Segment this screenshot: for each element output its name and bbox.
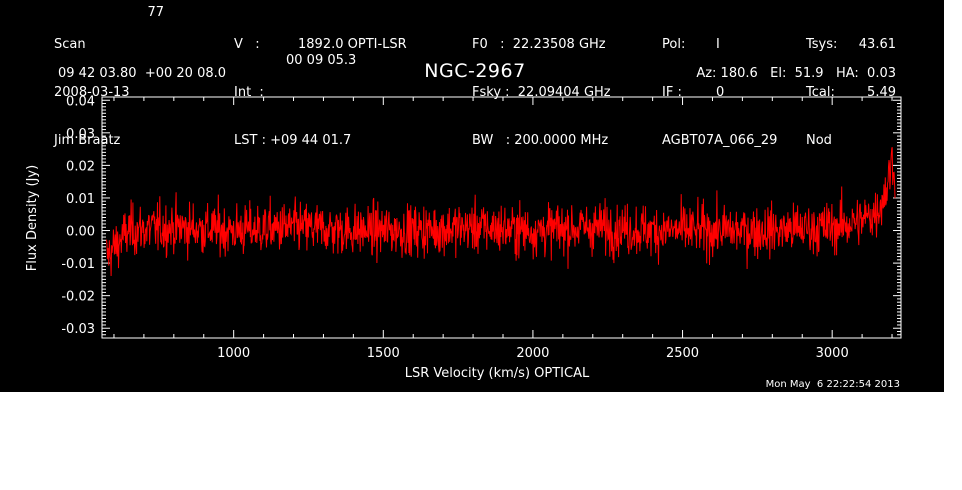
header-col1: Scan 2008-03-13 Jim Braatz	[54, 5, 130, 181]
x-axis-label: LSR Velocity (km/s) OPTICAL	[405, 366, 590, 381]
tcal-value: 5.49	[867, 85, 896, 100]
velocity-label: V :	[234, 37, 260, 52]
tsys-label: Tsys:	[806, 37, 838, 52]
y-tick-label: 0.02	[66, 159, 95, 174]
y-tick-label: 0.00	[66, 225, 95, 240]
bw-text: BW : 200.0000 MHz	[472, 133, 609, 148]
observer-name: Jim Braatz	[54, 133, 121, 148]
int-value: 00 09 05.3	[286, 53, 357, 68]
x-tick-label: 2000	[516, 346, 549, 361]
if-label: IF :	[662, 85, 682, 100]
az-el-ha-text: Az: 180.6 El: 51.9 HA: 0.03	[696, 66, 896, 81]
lst-text: LST : +09 44 01.7	[234, 133, 352, 148]
tsys-value: 43.61	[858, 37, 896, 52]
header-col4: Pol: IF : AGBT07A_066_29	[662, 5, 777, 181]
y-tick-label: -0.03	[61, 322, 95, 337]
x-tick-label: 2500	[666, 346, 699, 361]
velocity-value: 1892.0 OPTI-LSR	[298, 37, 407, 52]
spectrum-chart: 1000 1500 2000 2500 3000 -0.03 -0.02 -0.01 0.00 0…	[25, 94, 902, 381]
header-col4-values: I 0	[716, 5, 733, 133]
x-tick-label: 3000	[816, 346, 849, 361]
spectrum-line	[106, 147, 896, 277]
tcal-label: Tcal:	[806, 85, 835, 100]
source-title: NGC-2967	[424, 60, 526, 82]
timestamp-text: Mon May 6 22:22:54 2013	[765, 379, 900, 390]
scan-label: Scan	[54, 37, 86, 52]
y-axis-label: Flux Density (Jy)	[25, 165, 40, 271]
pol-value: I	[716, 37, 720, 52]
header-col2: V : Int : LST : +09 44 01.7	[234, 5, 351, 181]
date-text: 2008-03-13	[54, 85, 130, 100]
coordinates-text: 09 42 03.80 +00 20 08.0	[58, 66, 227, 81]
header-col5-values: 43.61 5.49	[846, 5, 896, 133]
header-col5: Tsys: Tcal: Nod	[806, 5, 837, 181]
y-tick-label: 0.04	[66, 94, 95, 109]
pol-label: Pol:	[662, 37, 686, 52]
x-tick-label: 1000	[217, 346, 250, 361]
y-tick-label: 0.01	[66, 192, 95, 207]
y-tick-label: -0.01	[61, 257, 95, 272]
plot-area: 1000 1500 2000 2500 3000 -0.03 -0.02 -0.01 0.00 0…	[61, 94, 902, 361]
x-tick-label: 1500	[367, 346, 400, 361]
if-value: 0	[716, 85, 725, 100]
int-label: Int :	[234, 85, 264, 100]
header-col2-values: 1892.0 OPTI-LSR	[298, 5, 407, 85]
scan-number: 77	[147, 5, 164, 20]
nod-text: Nod	[806, 133, 832, 148]
y-tick-label: 0.03	[66, 127, 95, 142]
fsky-text: Fsky : 22.09404 GHz	[472, 85, 611, 100]
f0-text: F0 : 22.23508 GHz	[472, 37, 606, 52]
header-col2-int: 00 09 05.3	[286, 21, 356, 101]
y-tick-label: -0.02	[61, 290, 95, 305]
spectrum-panel: Scan 2008-03-13 Jim Braatz 77 V : Int : …	[0, 0, 944, 392]
project-id: AGBT07A_066_29	[662, 133, 778, 148]
header-col3: F0 : 22.23508 GHz Fsky : 22.09404 GHz BW…	[472, 5, 611, 181]
